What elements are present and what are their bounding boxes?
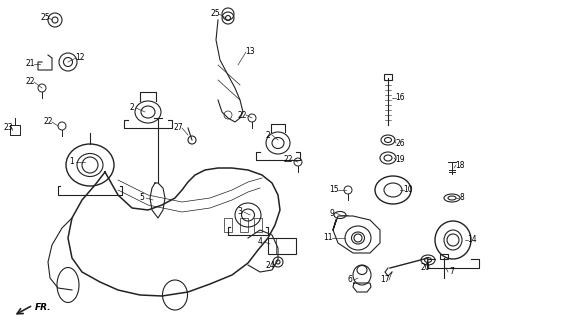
Text: 11: 11 — [323, 234, 333, 243]
Bar — [440, 254, 448, 259]
Text: 16: 16 — [395, 93, 405, 102]
Text: 24: 24 — [265, 260, 275, 269]
Text: 1: 1 — [69, 157, 74, 166]
Text: 18: 18 — [455, 161, 465, 170]
Text: 27: 27 — [173, 124, 183, 132]
Bar — [268, 238, 296, 254]
Text: 7: 7 — [449, 268, 455, 276]
Text: 22: 22 — [237, 110, 247, 119]
Text: 25: 25 — [210, 10, 220, 19]
Text: 9: 9 — [329, 209, 335, 218]
Bar — [240, 218, 248, 232]
Text: 14: 14 — [467, 236, 477, 244]
Text: 12: 12 — [75, 53, 85, 62]
Text: 13: 13 — [245, 47, 255, 57]
Text: 15: 15 — [329, 186, 339, 195]
Text: 3: 3 — [237, 207, 243, 217]
Text: 5: 5 — [140, 194, 144, 203]
Bar — [224, 218, 232, 232]
Text: 6: 6 — [347, 276, 353, 284]
Text: 22: 22 — [25, 77, 35, 86]
Text: 2: 2 — [130, 103, 134, 113]
Text: 10: 10 — [403, 186, 413, 195]
Text: 2: 2 — [266, 131, 270, 140]
Bar — [254, 218, 262, 232]
Text: 17: 17 — [380, 276, 390, 284]
Text: 21: 21 — [25, 60, 35, 68]
Text: 23: 23 — [3, 124, 13, 132]
Bar — [384, 74, 392, 80]
Text: 4: 4 — [258, 237, 262, 246]
Text: 19: 19 — [395, 156, 405, 164]
Text: 22: 22 — [283, 156, 293, 164]
Text: 8: 8 — [460, 194, 464, 203]
Text: 26: 26 — [395, 139, 405, 148]
Text: FR.: FR. — [35, 303, 52, 313]
Text: 20: 20 — [420, 263, 430, 273]
Text: 25: 25 — [40, 13, 50, 22]
Text: 22: 22 — [43, 117, 53, 126]
